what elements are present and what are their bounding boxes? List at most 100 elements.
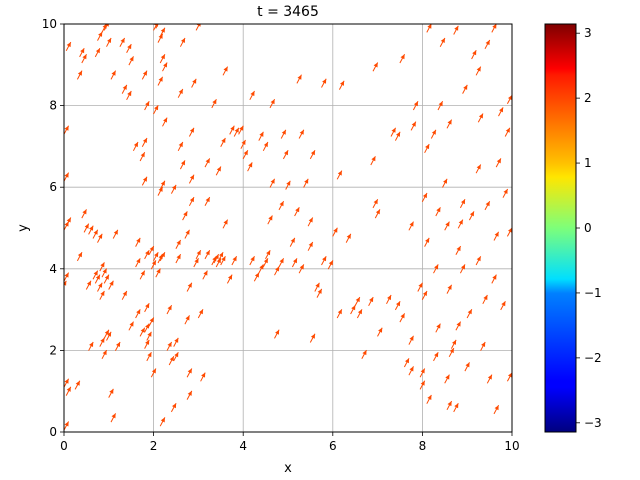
vector-arrow [502,188,509,198]
vector-arrow [285,180,291,190]
vector-arrow [437,100,444,111]
vector-arrow [439,37,446,47]
vector-arrow [148,245,155,256]
vector-arrow [430,129,437,139]
grid-lines [63,23,513,433]
vector-arrow [99,337,105,347]
vector-arrow [350,304,356,315]
vector-arrow [200,372,206,382]
vector-arrow [386,294,392,305]
vector-arrow [361,349,367,360]
vector-arrow [157,76,164,86]
x-axis: 0 2 4 6 8 10 [60,432,520,453]
vector-arrow [269,178,276,188]
vector-arrow [500,300,506,311]
vector-arrow [408,335,414,345]
vector-arrow [332,227,338,237]
vector-arrow [139,270,146,280]
colorbar-tick-label: 0 [584,221,592,235]
vector-arrow [184,315,190,325]
vector-arrow [491,274,497,284]
vector-arrow [144,323,150,333]
vector-arrow [175,253,182,264]
vector-arrow [64,378,70,388]
vector-arrow [204,196,211,207]
vector-arrow [193,258,199,268]
vector-arrow [231,256,238,266]
vector-arrow [106,37,112,47]
vector-arrow [267,215,273,225]
vector-arrow [424,143,430,154]
y-tick-label: 2 [49,343,57,357]
vector-arrow [211,98,217,109]
vector-arrow [155,268,161,278]
vector-arrow [253,272,260,282]
vector-arrow [471,49,477,60]
vector-arrow [403,358,410,368]
vector-arrow [159,251,166,262]
vector-arrow [390,127,397,137]
vector-arrow [179,37,186,47]
vector-arrow [477,113,484,123]
vector-arrow [135,309,141,319]
vector-arrow [97,31,103,41]
vector-arrow [433,351,439,362]
x-tick-label: 4 [239,439,247,453]
vector-arrow [419,380,426,390]
vector-arrow [218,251,224,262]
vector-arrow [141,137,148,147]
vector-arrow [421,192,428,203]
vector-arrow [179,160,186,170]
vector-arrow [153,251,159,262]
x-tick-label: 10 [504,439,519,453]
vector-arrow [242,149,249,160]
vector-arrow [354,296,361,307]
vector-arrow [76,251,83,262]
vector-arrow [166,304,173,315]
vector-arrow [444,221,450,231]
vector-arrow [146,351,152,362]
vector-arrow [108,388,114,398]
vector-arrow [482,294,488,305]
colorbar-tick-label: −2 [584,351,602,365]
vector-arrow [157,33,164,43]
colorbar-tick-label: 2 [584,91,592,105]
vector-arrow [475,164,482,174]
vector-arrow [327,260,334,270]
vector-arrow [88,225,94,235]
vector-arrow [336,309,343,319]
vector-arrow [314,282,320,292]
vector-arrow [162,117,168,127]
vector-arrow [92,270,99,280]
vector-arrow [153,105,159,115]
vector-arrow [204,249,211,260]
vector-arrow [99,290,105,300]
vector-arrow [296,74,302,84]
vector-arrow [278,200,285,211]
vector-arrow [64,421,70,431]
vector-arrow [226,274,233,284]
vector-arrow [126,90,132,101]
vector-arrow [92,229,99,239]
vector-arrow [119,37,126,47]
vector-arrow [148,317,155,327]
vector-arrow [159,27,166,37]
vector-arrow [220,256,226,266]
vector-arrow [121,84,128,94]
vector-arrow [64,172,70,182]
y-axis-label: y [16,224,31,232]
vector-arrow [184,229,190,239]
vector-arrow [141,70,148,80]
vector-arrow [309,149,316,160]
vector-arrow [426,394,432,404]
vector-arrow [108,280,114,290]
x-tick-label: 0 [60,439,68,453]
vector-arrow [191,78,197,88]
vector-arrow [135,258,141,268]
vector-arrow [186,282,193,292]
y-tick-label: 4 [49,262,57,276]
vector-arrow [307,241,314,251]
vector-arrow [65,386,72,396]
vector-arrow [101,268,108,278]
vector-arrow [204,158,211,168]
